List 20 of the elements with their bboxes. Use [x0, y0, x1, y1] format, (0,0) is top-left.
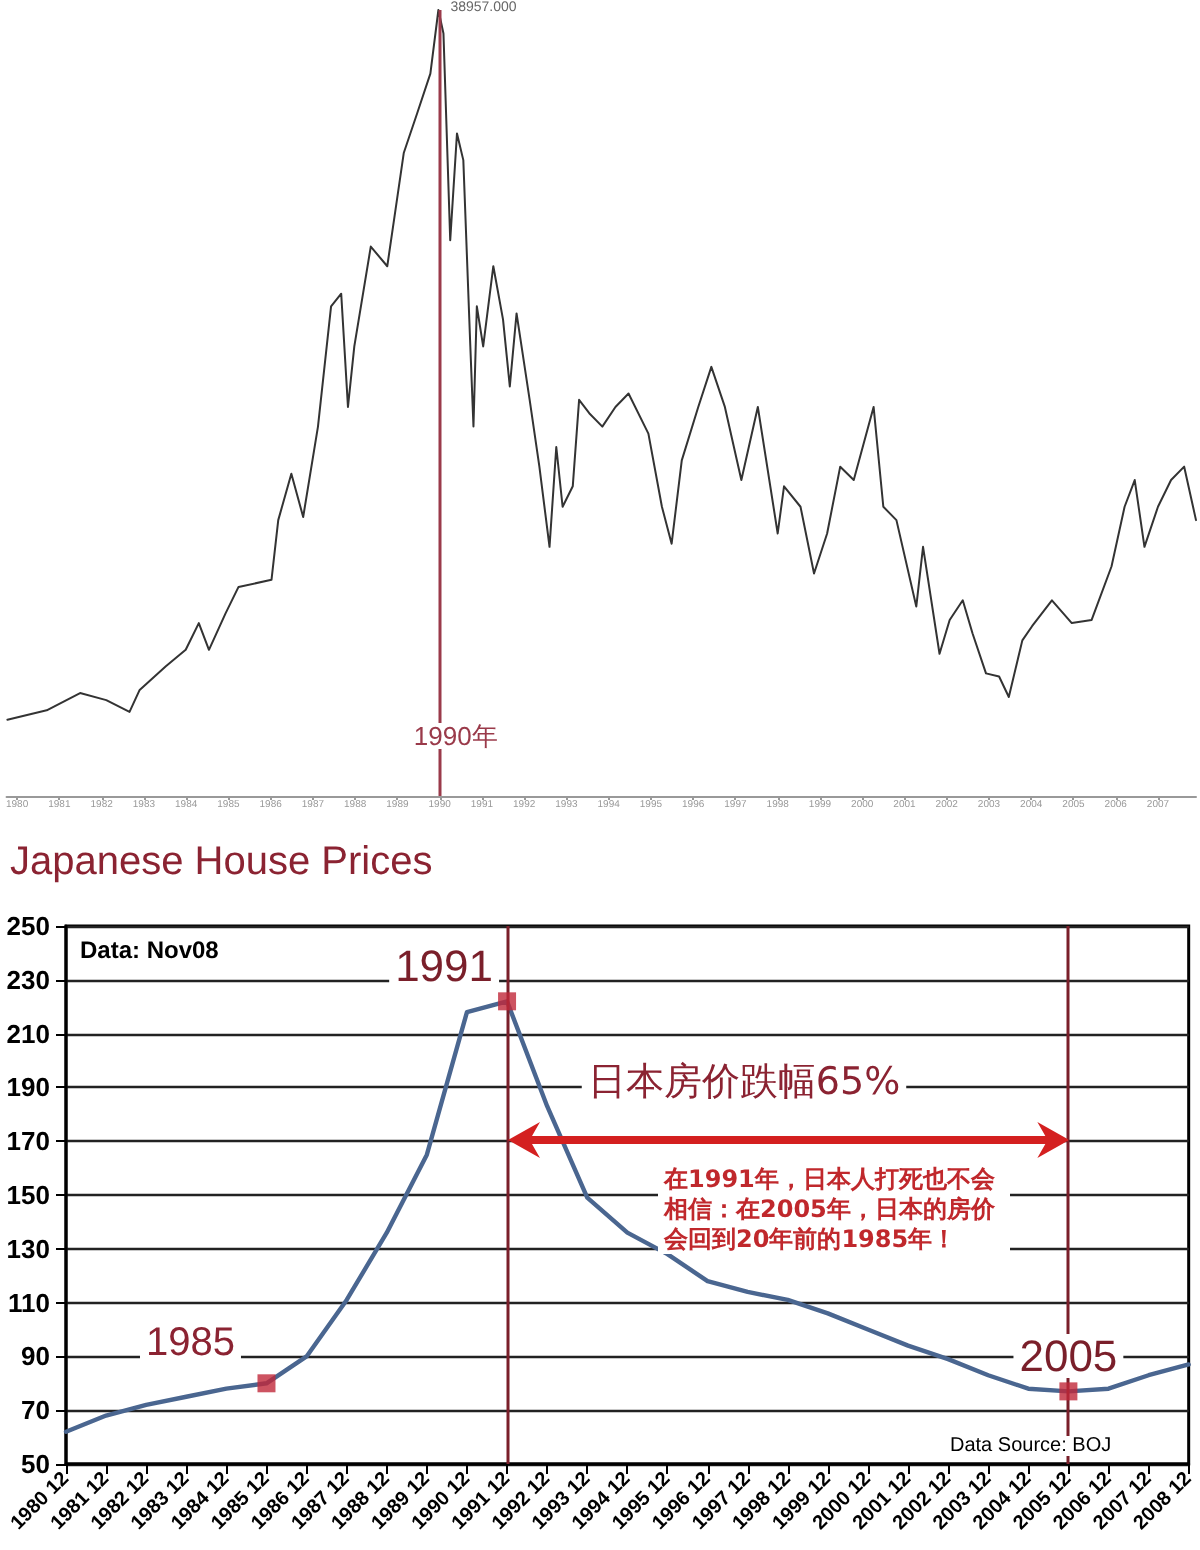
- ref-line-label: 1991: [395, 941, 494, 991]
- ref-line-label: 1990年: [413, 721, 498, 751]
- y-tick-label: 90: [21, 1341, 50, 1372]
- annotation: 在1991年，日本人打死也不会相信：在2005年，日本的房价会回到20年前的1985年！: [662, 1165, 997, 1253]
- y-tick-label: 190: [6, 1072, 50, 1103]
- y-tick-label: 250: [6, 911, 50, 941]
- y-tick-label: 170: [6, 1126, 50, 1157]
- y-tick-label: 130: [6, 1233, 50, 1264]
- y-tick-label: 230: [6, 964, 50, 995]
- ref-line-label: 2005: [1019, 1331, 1118, 1381]
- annotation: 1985: [145, 1321, 235, 1366]
- y-tick-label: 50: [21, 1449, 50, 1479]
- y-tick-label: 210: [6, 1018, 50, 1049]
- chart-title: Japanese House Prices: [10, 840, 433, 884]
- annotation: 日本房价跌幅65%: [587, 1060, 901, 1104]
- y-tick-label: 150: [6, 1180, 50, 1210]
- y-tick-label: 70: [21, 1395, 50, 1426]
- y-tick-label: 110: [8, 1287, 50, 1318]
- annotation: Data Source: BOJ: [950, 1435, 1112, 1457]
- annotation: Data: Nov08: [80, 936, 220, 964]
